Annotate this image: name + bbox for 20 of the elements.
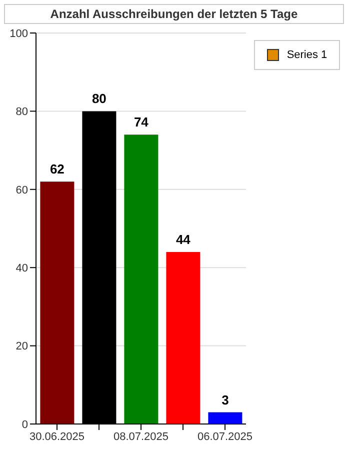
bar (166, 252, 200, 424)
y-tick-label: 20 (16, 340, 28, 353)
x-tick-label: 08.07.2025 (113, 430, 169, 443)
text: Series 1 (286, 49, 328, 61)
x-tick-label: 30.06.2025 (29, 430, 85, 443)
data-label: 74 (134, 114, 150, 130)
data-label: 80 (92, 91, 106, 106)
data-label: 44 (176, 232, 192, 247)
data-label: 62 (50, 162, 64, 177)
y-tick-label: 60 (16, 184, 28, 196)
y-tick-label: 80 (16, 106, 28, 118)
y-tick-label: 0 (22, 418, 28, 431)
y-tick-label: 100 (10, 28, 28, 40)
chart-title: Anzahl Ausschreibungen der letzten 5 Tage (4, 4, 344, 24)
y-tick-label: 40 (16, 262, 28, 275)
data-label: 3 (222, 392, 229, 408)
bar (124, 134, 158, 424)
x-tick-label: 06.07.2025 (197, 430, 253, 443)
bar (40, 182, 74, 424)
bar (208, 412, 242, 424)
